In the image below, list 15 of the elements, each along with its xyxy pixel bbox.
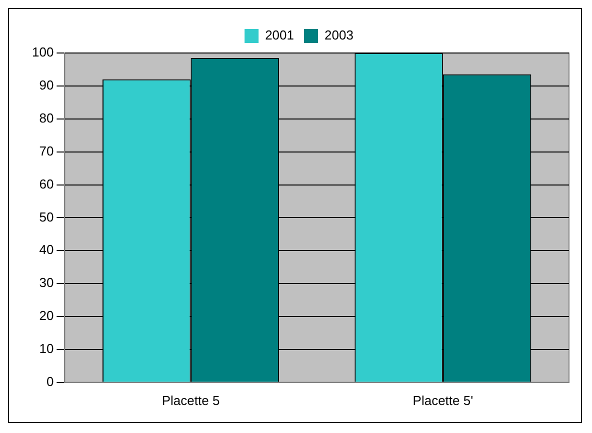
y-tick-label: 0 [46, 374, 54, 389]
y-tick-label: 70 [39, 143, 54, 158]
y-tick-label: 80 [39, 110, 54, 126]
y-tick-label: 100 [32, 44, 54, 60]
legend-label: 2003 [324, 28, 354, 43]
x-tick-label: Placette 5 [162, 392, 220, 408]
y-tick-label: 20 [39, 308, 54, 324]
y-tick-label: 90 [39, 78, 54, 93]
legend-label: 2001 [265, 28, 294, 43]
y-tick-label: 40 [39, 242, 54, 258]
x-tick-label: Placette 5' [412, 392, 474, 408]
y-tick-label: 30 [39, 275, 54, 290]
y-tick-label: 50 [39, 209, 54, 224]
y-tick-label: 60 [39, 176, 54, 192]
y-tick-label: 10 [39, 341, 54, 356]
